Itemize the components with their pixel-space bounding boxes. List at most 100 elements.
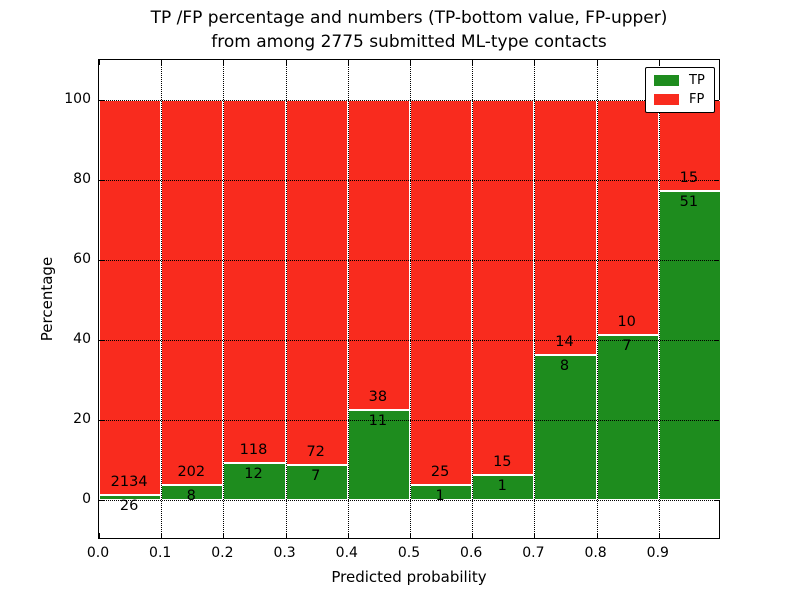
bar-fp-segment <box>658 100 721 191</box>
y-tick-mark <box>99 420 104 421</box>
x-tick-mark-top <box>410 60 411 65</box>
y-tick-mark <box>99 100 104 101</box>
y-tick-mark-right <box>714 500 719 501</box>
x-tick-label: 0.1 <box>149 545 172 561</box>
x-tick-mark-top <box>99 60 100 65</box>
x-tick-mark <box>596 533 598 538</box>
bar-tp-segment <box>347 410 410 500</box>
bar-tp-segment <box>99 495 162 500</box>
h-gridline <box>99 260 719 261</box>
fp-count-label: 10 <box>617 314 636 331</box>
v-gridline <box>596 60 598 538</box>
y-tick-label: 0 <box>82 491 91 507</box>
v-gridline <box>223 60 225 538</box>
y-tick-mark-right <box>714 260 719 261</box>
legend-label-fp: FP <box>689 92 705 107</box>
legend: TP FP <box>645 67 715 113</box>
y-axis-label: Percentage <box>38 256 56 342</box>
x-tick-label: 0.3 <box>273 545 296 561</box>
bar-fp-segment <box>285 100 348 465</box>
tp-count-label: 1 <box>435 487 445 504</box>
h-gridline <box>99 340 719 341</box>
bar-fp-segment <box>161 100 224 485</box>
h-gridline <box>99 420 719 421</box>
bar-fp-segment <box>596 100 659 336</box>
bar-tp-segment <box>596 335 659 500</box>
x-tick-mark <box>99 533 100 538</box>
fp-count-label: 15 <box>493 454 512 470</box>
v-gridline <box>347 60 349 538</box>
y-tick-label: 60 <box>73 251 91 267</box>
fp-count-label: 25 <box>430 463 450 480</box>
x-tick-mark-top <box>223 60 225 65</box>
tp-count-label: 12 <box>244 466 263 483</box>
h-gridline <box>99 100 719 101</box>
bar-fp-segment <box>347 100 410 411</box>
y-tick-mark-right <box>714 180 719 181</box>
y-tick-label: 40 <box>73 331 91 347</box>
x-tick-mark-top <box>534 60 536 65</box>
y-tick-mark-right <box>714 100 719 101</box>
bar-fp-segment <box>99 100 162 496</box>
x-tick-mark <box>534 533 536 538</box>
x-axis-label: Predicted probability <box>331 568 487 586</box>
x-tick-label: 0.6 <box>460 545 483 561</box>
y-tick-mark <box>99 340 104 341</box>
x-tick-mark <box>410 533 411 538</box>
y-tick-mark-right <box>714 420 719 421</box>
bar-tp-segment <box>472 475 535 500</box>
x-tick-mark-top <box>472 60 474 65</box>
tp-count-label: 7 <box>622 338 632 355</box>
x-tick-label: 0.8 <box>584 545 607 561</box>
h-gridline <box>99 180 719 181</box>
legend-item-fp: FP <box>654 92 705 107</box>
y-tick-mark <box>99 500 104 501</box>
legend-item-tp: TP <box>654 73 705 88</box>
tp-count-label: 26 <box>119 498 139 515</box>
x-tick-label: 0.5 <box>397 545 421 561</box>
tp-count-label: 1 <box>497 478 507 494</box>
x-tick-mark <box>223 533 225 538</box>
fp-count-label: 202 <box>177 463 206 480</box>
x-tick-mark-top <box>347 60 349 65</box>
fp-swatch-icon <box>654 94 679 105</box>
x-tick-label: 0.9 <box>646 545 669 561</box>
y-tick-label: 80 <box>73 171 91 187</box>
y-tick-mark <box>99 260 104 261</box>
y-tick-label: 20 <box>73 411 91 427</box>
chart-title-line2: from among 2775 submitted ML-type contac… <box>211 32 607 52</box>
x-tick-mark-top <box>285 60 287 65</box>
fp-count-label: 38 <box>368 389 388 406</box>
x-tick-label: 0.4 <box>335 545 358 561</box>
v-gridline <box>534 60 536 538</box>
x-tick-label: 0.0 <box>86 545 110 561</box>
bar-tp-segment <box>658 190 721 500</box>
x-tick-mark <box>658 533 660 538</box>
tp-count-label: 8 <box>186 487 196 504</box>
x-tick-label: 0.7 <box>522 545 545 561</box>
plot-area <box>98 59 721 539</box>
x-tick-label: 0.2 <box>211 545 234 561</box>
tp-count-label: 11 <box>368 413 388 430</box>
bar-fp-segment <box>223 100 286 464</box>
fp-count-label: 118 <box>239 442 268 459</box>
v-gridline <box>161 60 163 538</box>
y-tick-mark-right <box>714 340 719 341</box>
chart-title: TP /FP percentage and numbers (TP-bottom… <box>98 6 720 54</box>
bar-tp-segment <box>534 354 597 500</box>
tp-count-label: 7 <box>311 467 321 484</box>
chart-title-line1: TP /FP percentage and numbers (TP-bottom… <box>150 8 668 28</box>
tp-count-label: 8 <box>559 357 570 374</box>
legend-label-tp: TP <box>689 73 705 88</box>
v-gridline <box>658 60 660 538</box>
bar-fp-segment <box>534 100 597 355</box>
x-tick-mark <box>347 533 349 538</box>
v-gridline <box>285 60 287 538</box>
tp-swatch-icon <box>654 75 679 86</box>
y-tick-label: 100 <box>64 91 91 107</box>
fp-count-label: 14 <box>555 333 574 350</box>
y-tick-mark <box>99 180 104 181</box>
x-tick-mark-top <box>596 60 598 65</box>
v-gridline <box>410 60 411 538</box>
